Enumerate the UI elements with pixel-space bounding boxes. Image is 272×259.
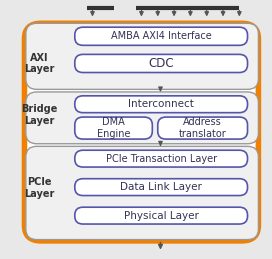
FancyBboxPatch shape	[75, 54, 248, 73]
Text: Address
translator: Address translator	[179, 117, 227, 139]
Text: Bridge
Layer: Bridge Layer	[21, 104, 58, 126]
Text: Data Link Layer: Data Link Layer	[120, 182, 202, 192]
Text: Interconnect: Interconnect	[128, 99, 194, 109]
FancyBboxPatch shape	[75, 27, 248, 45]
Text: CDC: CDC	[148, 57, 174, 70]
FancyBboxPatch shape	[75, 117, 152, 139]
FancyBboxPatch shape	[26, 146, 258, 240]
Text: PCIe
Layer: PCIe Layer	[24, 177, 55, 199]
Text: PCIe Transaction Layer: PCIe Transaction Layer	[106, 154, 217, 164]
Text: Physical Layer: Physical Layer	[124, 211, 199, 221]
FancyBboxPatch shape	[75, 179, 248, 196]
FancyBboxPatch shape	[26, 92, 258, 144]
FancyBboxPatch shape	[24, 23, 258, 241]
FancyBboxPatch shape	[75, 150, 248, 167]
FancyBboxPatch shape	[75, 207, 248, 224]
FancyBboxPatch shape	[158, 117, 248, 139]
Text: DMA
Engine: DMA Engine	[97, 117, 130, 139]
Text: AXI
Layer: AXI Layer	[24, 53, 55, 74]
FancyBboxPatch shape	[75, 96, 248, 113]
Text: AMBA AXI4 Interface: AMBA AXI4 Interface	[111, 31, 212, 41]
FancyBboxPatch shape	[26, 23, 258, 89]
